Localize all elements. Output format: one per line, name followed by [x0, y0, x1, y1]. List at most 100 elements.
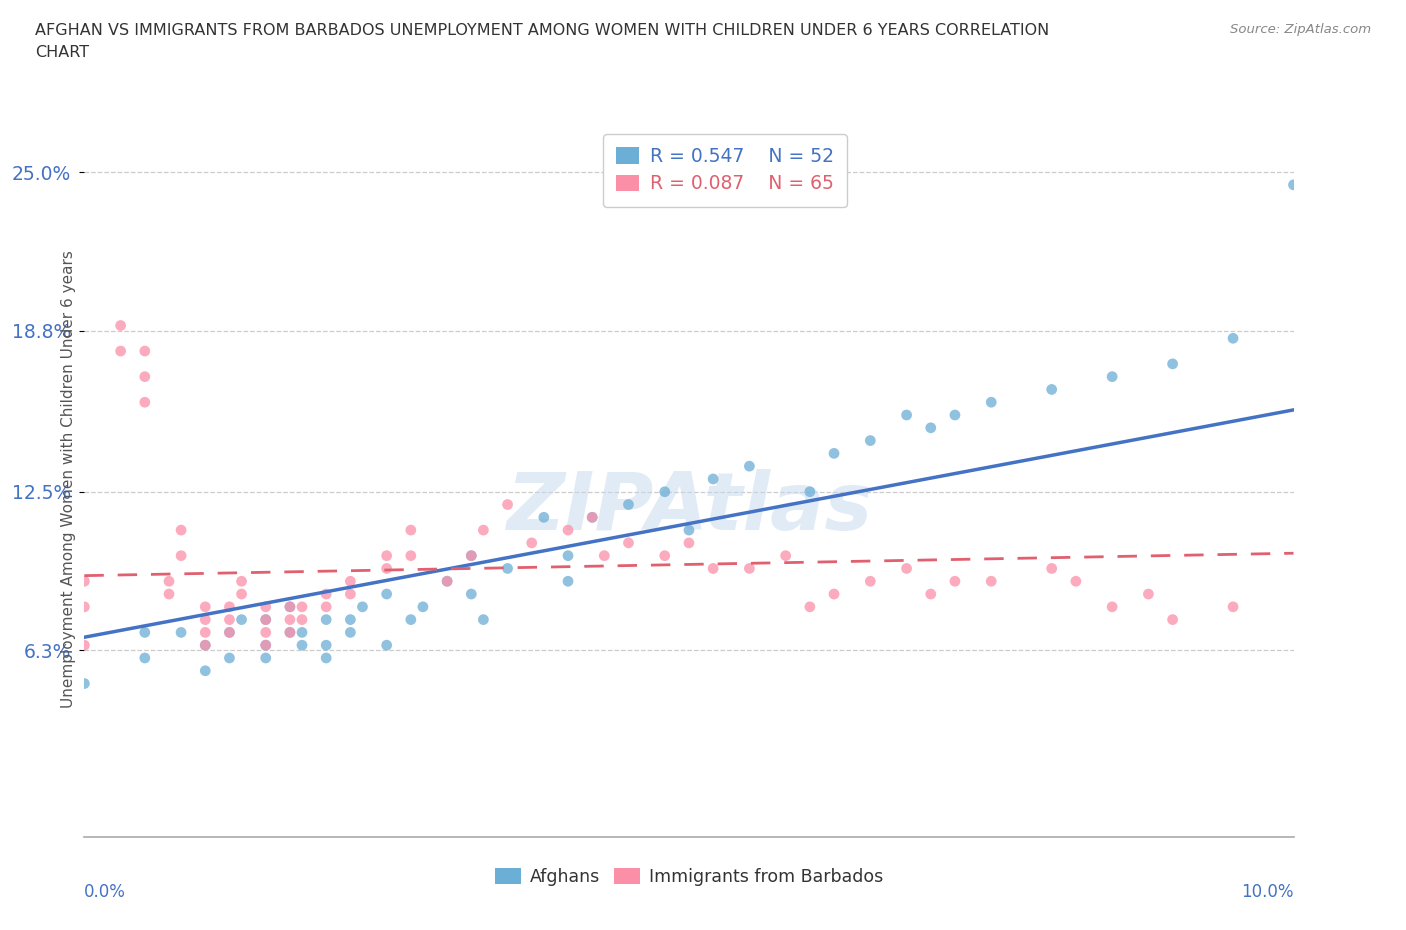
Point	[520, 536, 543, 551]
Point	[593, 549, 616, 564]
Point	[496, 561, 519, 576]
Point	[231, 612, 253, 627]
Point	[980, 394, 1002, 409]
Point	[194, 663, 217, 678]
Point	[702, 472, 724, 486]
Point	[194, 600, 217, 615]
Text: 0.0%: 0.0%	[84, 884, 127, 901]
Point	[920, 587, 942, 602]
Point	[799, 485, 821, 499]
Point	[943, 574, 966, 589]
Point	[134, 625, 156, 640]
Point	[254, 625, 277, 640]
Point	[738, 561, 761, 576]
Point	[218, 625, 240, 640]
Point	[375, 549, 398, 564]
Point	[654, 485, 676, 499]
Point	[134, 394, 156, 409]
Text: 10.0%: 10.0%	[1241, 884, 1294, 901]
Point	[557, 574, 579, 589]
Point	[496, 498, 519, 512]
Point	[823, 445, 845, 460]
Point	[278, 600, 301, 615]
Point	[943, 407, 966, 422]
Point	[1161, 612, 1184, 627]
Point	[291, 625, 314, 640]
Point	[533, 510, 555, 525]
Point	[896, 561, 918, 576]
Point	[73, 638, 96, 653]
Point	[1222, 331, 1244, 346]
Point	[412, 600, 434, 615]
Point	[218, 651, 240, 666]
Point	[194, 638, 217, 653]
Point	[110, 318, 132, 333]
Point	[1161, 356, 1184, 371]
Legend: Afghans, Immigrants from Barbados: Afghans, Immigrants from Barbados	[488, 861, 890, 893]
Point	[920, 420, 942, 435]
Point	[823, 587, 845, 602]
Point	[254, 651, 277, 666]
Point	[617, 536, 640, 551]
Point	[460, 549, 482, 564]
Point	[254, 638, 277, 653]
Point	[315, 587, 337, 602]
Point	[134, 344, 156, 359]
Point	[73, 574, 96, 589]
Point	[73, 600, 96, 615]
Point	[375, 587, 398, 602]
Point	[557, 549, 579, 564]
Y-axis label: Unemployment Among Women with Children Under 6 years: Unemployment Among Women with Children U…	[60, 250, 76, 708]
Point	[278, 625, 301, 640]
Point	[194, 625, 217, 640]
Point	[399, 612, 422, 627]
Point	[315, 638, 337, 653]
Point	[157, 587, 180, 602]
Point	[654, 549, 676, 564]
Point	[436, 574, 458, 589]
Point	[436, 574, 458, 589]
Point	[218, 600, 240, 615]
Point	[218, 625, 240, 640]
Point	[339, 612, 361, 627]
Point	[278, 600, 301, 615]
Point	[472, 523, 495, 538]
Point	[291, 638, 314, 653]
Point	[170, 549, 193, 564]
Point	[254, 638, 277, 653]
Point	[134, 651, 156, 666]
Point	[315, 612, 337, 627]
Point	[1137, 587, 1160, 602]
Point	[1282, 178, 1305, 193]
Point	[859, 433, 882, 448]
Point	[110, 344, 132, 359]
Point	[157, 574, 180, 589]
Point	[1040, 561, 1063, 576]
Point	[557, 523, 579, 538]
Point	[194, 638, 217, 653]
Text: AFGHAN VS IMMIGRANTS FROM BARBADOS UNEMPLOYMENT AMONG WOMEN WITH CHILDREN UNDER : AFGHAN VS IMMIGRANTS FROM BARBADOS UNEMP…	[35, 23, 1049, 38]
Point	[194, 612, 217, 627]
Point	[617, 498, 640, 512]
Point	[278, 625, 301, 640]
Point	[134, 369, 156, 384]
Point	[375, 638, 398, 653]
Point	[170, 523, 193, 538]
Point	[581, 510, 603, 525]
Text: ZIPAtlas: ZIPAtlas	[506, 469, 872, 547]
Point	[399, 523, 422, 538]
Point	[218, 612, 240, 627]
Point	[581, 510, 603, 525]
Point	[980, 574, 1002, 589]
Point	[231, 574, 253, 589]
Point	[1101, 369, 1123, 384]
Point	[702, 561, 724, 576]
Point	[896, 407, 918, 422]
Point	[170, 625, 193, 640]
Point	[1222, 600, 1244, 615]
Point	[315, 600, 337, 615]
Point	[472, 612, 495, 627]
Point	[738, 458, 761, 473]
Point	[231, 587, 253, 602]
Point	[460, 549, 482, 564]
